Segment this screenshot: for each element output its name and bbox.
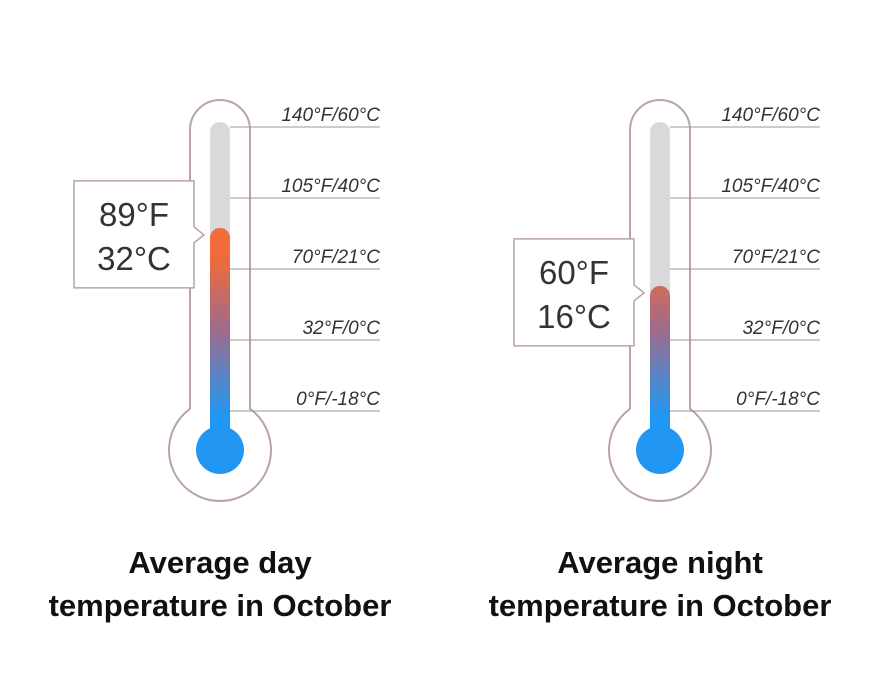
scale-tick-label: 105°F/40°C: [721, 176, 820, 197]
scale-tick-label: 0°F/-18°C: [736, 389, 820, 410]
thermometer-fluid: [650, 285, 670, 440]
reading-celsius: 32°C: [97, 240, 171, 277]
day-caption-line1: Average day: [128, 545, 312, 580]
night-caption-line1: Average night: [557, 545, 763, 580]
day-caption-line2: temperature in October: [48, 588, 392, 623]
scale-tick-label: 32°F/0°C: [742, 318, 820, 339]
night-caption: Average night temperature in October: [440, 541, 880, 627]
scale-tick-label: 140°F/60°C: [281, 105, 380, 126]
day-caption: Average day temperature in October: [0, 541, 440, 627]
scale-tick-label: 70°F/21°C: [732, 247, 820, 268]
scale-tick-label: 70°F/21°C: [292, 247, 380, 268]
reading-callout: [513, 238, 646, 347]
reading-celsius: 16°C: [537, 298, 611, 335]
reading-fahrenheit: 89°F: [99, 196, 169, 233]
scale-tick-label: 105°F/40°C: [281, 176, 380, 197]
scale-tick-label: 0°F/-18°C: [296, 389, 380, 410]
reading-fahrenheit: 60°F: [539, 254, 609, 291]
thermometer-fluid: [210, 227, 230, 440]
thermometer-bulb: [196, 426, 244, 474]
night-thermometer: 140°F/60°C 105°F/40°C 70°F/21°C 32°F/0°C 0°F…: [513, 99, 820, 502]
scale-tick-label: 140°F/60°C: [721, 105, 820, 126]
night-caption-line2: temperature in October: [488, 588, 832, 623]
thermometer-bulb: [636, 426, 684, 474]
reading-callout: [73, 180, 206, 289]
day-thermometer: 140°F/60°C 105°F/40°C 70°F/21°C 32°F/0°C 0°F…: [73, 99, 380, 502]
scale-tick-label: 32°F/0°C: [302, 318, 380, 339]
